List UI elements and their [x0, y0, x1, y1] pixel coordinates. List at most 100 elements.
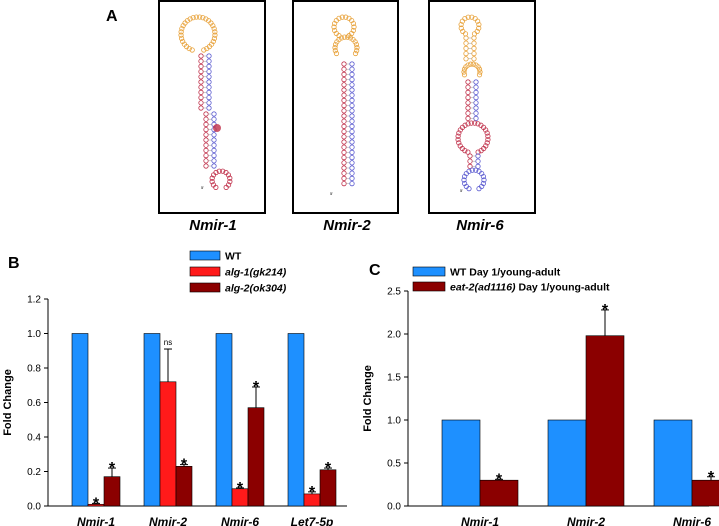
rna-terminal-loop: [211, 26, 217, 32]
rna-stem: [341, 123, 347, 130]
rna-internal-loop: [344, 34, 351, 40]
rna-terminal-loop: [187, 16, 193, 22]
rna-structure-nmir-6: 5': [455, 14, 491, 193]
rna-internal-loop: [468, 120, 474, 126]
structure-box-nmir-2: 5': [292, 0, 399, 214]
rna-base-loop: [469, 167, 475, 173]
rna-stem: [471, 40, 477, 46]
rna-terminal-loop: [343, 14, 349, 20]
rna-terminal-loop: [476, 21, 482, 28]
rna-internal-loop: [465, 149, 471, 155]
legend-label: WT: [225, 251, 242, 263]
rna-stem: [471, 35, 477, 41]
rna-stem: [349, 139, 355, 145]
rna-stem: [211, 153, 217, 159]
rna-stem: [341, 97, 347, 104]
rna-internal-loop: [476, 72, 483, 78]
rna-base-loop: [225, 172, 232, 178]
rna-internal-loop: [338, 35, 345, 41]
rna-terminal-loop: [462, 31, 469, 37]
rna-internal-loop: [484, 140, 490, 146]
rna-stem: [465, 95, 471, 101]
rna-structure-nmir-2: 5': [330, 14, 360, 196]
rna-base-loop: [209, 179, 215, 185]
rna-base-loop: [210, 182, 217, 188]
rna-terminal-loop: [193, 14, 199, 20]
category-label: Let7-5p: [291, 515, 334, 526]
rna-terminal-loop: [180, 38, 186, 45]
rna-internal-loop: [354, 48, 360, 54]
rna-stem: [341, 61, 347, 67]
rna-end-mark: 5': [201, 185, 204, 190]
rna-stem: [341, 170, 347, 176]
rna-base-loop: [462, 180, 468, 187]
rna-stem: [473, 89, 479, 96]
significance-mark: *: [253, 379, 260, 396]
rna-stem: [198, 100, 204, 106]
rna-internal-loop: [332, 42, 339, 48]
panel-letter: B: [8, 255, 20, 272]
significance-mark: *: [325, 460, 332, 477]
rna-base-loop: [481, 177, 487, 183]
structure-label-nmir-1: Nmir-1: [189, 217, 237, 234]
legend-swatch: [412, 281, 446, 292]
category-label: Nmir-1: [77, 515, 115, 526]
y-axis-label: Fold Change: [362, 365, 374, 432]
rna-stem: [349, 134, 355, 140]
rna-stem: [349, 118, 355, 124]
rna-stem: [349, 77, 355, 83]
rna-internal-loop: [485, 136, 491, 143]
rna-stem: [341, 92, 347, 98]
rna-internal-loop: [475, 149, 481, 155]
rna-stem: [341, 175, 347, 181]
rna-stem: [211, 142, 217, 148]
rna-terminal-loop: [211, 35, 218, 41]
significance-mark: *: [109, 460, 116, 477]
rna-stem: [473, 100, 479, 106]
rna-stem: [211, 163, 217, 169]
rna-internal-loop: [352, 39, 358, 45]
rna-bulge: [213, 124, 221, 132]
rna-stem: [473, 110, 479, 116]
category-label: Nmir-6: [221, 515, 259, 526]
rna-internal-loop: [470, 61, 476, 67]
rna-base-loop: [223, 184, 229, 190]
rna-stem: [203, 132, 209, 138]
rna-stem: [211, 111, 217, 117]
rna-stem: [465, 105, 471, 111]
rna-terminal-loop: [212, 32, 218, 38]
rna-stem: [349, 113, 355, 119]
rna-base-loop: [213, 184, 219, 190]
category-label: Nmir-2: [149, 515, 187, 526]
rna-stem: [206, 69, 212, 75]
legend-label: alg-1(gk214): [225, 267, 287, 279]
y-tick-label: 0.4: [27, 433, 41, 444]
significance-mark: *: [309, 484, 316, 501]
legend-swatch: [412, 266, 446, 277]
rna-internal-loop: [457, 143, 463, 149]
rna-stem: [349, 129, 355, 135]
rna-internal-loop: [332, 45, 338, 51]
rna-stem: [198, 105, 204, 111]
rna-stem: [341, 77, 347, 83]
rna-stem: [341, 160, 347, 166]
rna-internal-loop: [336, 36, 342, 43]
rna-internal-loop: [475, 121, 481, 127]
rna-stem: [203, 163, 209, 169]
y-tick-label: 1.5: [387, 373, 401, 384]
rna-stem: [341, 113, 347, 119]
rna-stem: [206, 84, 212, 90]
bar: [585, 335, 625, 507]
rna-terminal-loop: [460, 28, 466, 35]
y-tick-label: 0.6: [27, 398, 41, 409]
rna-terminal-loop: [178, 32, 184, 38]
rna-stem: [341, 139, 347, 145]
rna-base-loop: [466, 168, 472, 174]
rna-internal-loop: [468, 61, 474, 67]
rna-internal-loop: [461, 69, 467, 75]
rna-stem: [211, 137, 217, 143]
y-tick-label: 2.5: [387, 287, 401, 298]
rna-internal-loop: [341, 34, 348, 40]
y-tick-label: 0.0: [387, 502, 401, 513]
rna-terminal-loop: [350, 20, 356, 27]
